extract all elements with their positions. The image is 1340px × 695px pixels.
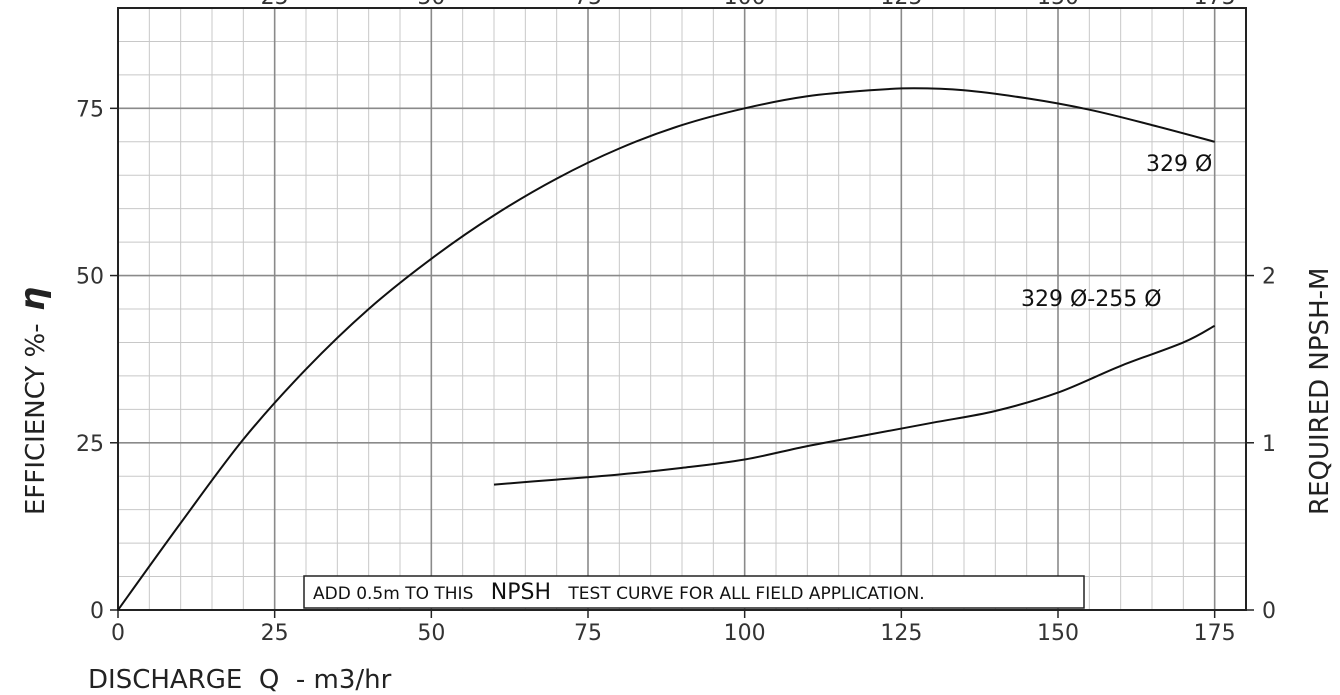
- npsh-curve-line: [493, 324, 1216, 486]
- y-axis-title-group: EFFICIENCY %- η: [13, 287, 53, 515]
- note-box: [303, 575, 1085, 609]
- y2-axis-title: REQUIRED NPSH-M: [1305, 268, 1335, 515]
- y2-tick-label: 0: [1262, 599, 1276, 624]
- y-tick-label: 75: [76, 97, 104, 122]
- x-tick-label: 50: [417, 621, 445, 646]
- x-tick-label: 175: [1194, 621, 1236, 646]
- axis-ticks: 0255075100125150175255075100125150175025…: [76, 0, 1276, 646]
- note-text: ADD 0.5m TO THIS NPSH TEST CURVE FOR ALL…: [313, 580, 925, 605]
- note-emphasis: NPSH: [491, 580, 551, 605]
- x-tick-label: 75: [574, 621, 602, 646]
- plot-frame: [117, 7, 1247, 611]
- x-top-tick-label: 150: [1037, 0, 1079, 10]
- y2-tick-label: 2: [1262, 265, 1276, 290]
- note-suffix: TEST CURVE FOR ALL FIELD APPLICATION.: [567, 584, 924, 604]
- x-top-tick-label: 100: [724, 0, 766, 10]
- y2-tick-label: 1: [1262, 432, 1276, 457]
- x-tick-label: 125: [880, 621, 922, 646]
- x-top-tick-label: 125: [880, 0, 922, 10]
- y-tick-label: 25: [76, 432, 104, 457]
- x-tick-label: 150: [1037, 621, 1079, 646]
- y-tick-label: 0: [90, 599, 104, 624]
- x-tick-label: 100: [724, 621, 766, 646]
- y-tick-label: 50: [76, 265, 104, 290]
- efficiency-curve-label: 329 Ø: [1146, 152, 1212, 177]
- grid: [118, 8, 1246, 610]
- efficiency-symbol: η: [13, 287, 53, 311]
- y2-axis-title-group: REQUIRED NPSH-M: [1305, 268, 1335, 515]
- x-top-tick-label: 25: [261, 0, 289, 10]
- y-axis-title-text: EFFICIENCY %-: [21, 323, 51, 515]
- x-tick-label: 0: [111, 621, 125, 646]
- efficiency-curve-line: [117, 87, 1215, 611]
- x-tick-label: 25: [261, 621, 289, 646]
- x-axis-title: DISCHARGE Q - m3/hr: [88, 665, 392, 695]
- labels: 329 Ø 329 Ø-255 Ø: [1021, 152, 1212, 312]
- x-top-tick-label: 75: [574, 0, 602, 10]
- note-prefix: ADD 0.5m TO THIS: [313, 584, 473, 604]
- x-top-tick-label: 50: [417, 0, 445, 10]
- npsh-curve-label: 329 Ø-255 Ø: [1021, 287, 1162, 312]
- x-top-tick-label: 175: [1194, 0, 1236, 10]
- y-axis-title: EFFICIENCY %- η: [13, 287, 53, 515]
- series: [117, 87, 1216, 611]
